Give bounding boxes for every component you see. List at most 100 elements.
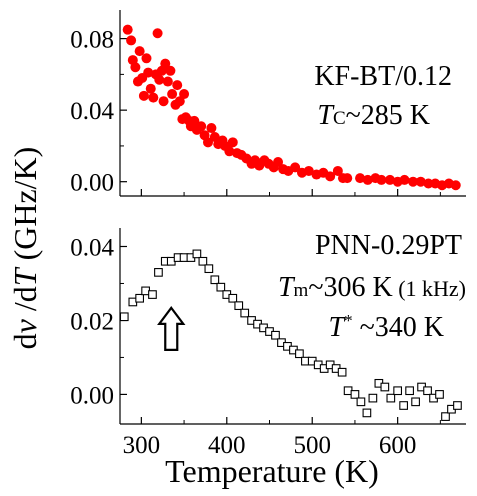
data-point bbox=[325, 171, 336, 182]
bottom-y-tick-label: 0.00 bbox=[70, 382, 114, 409]
ylabel-nu: ν bbox=[7, 318, 43, 333]
data-point bbox=[135, 293, 144, 303]
data-point bbox=[453, 401, 462, 410]
bottom-y-tick-label: 0.04 bbox=[70, 234, 114, 261]
bottom-y-tick-label: 0.02 bbox=[70, 308, 114, 335]
data-point bbox=[295, 349, 304, 359]
top-series-points bbox=[122, 24, 461, 191]
data-point bbox=[148, 290, 157, 299]
tstar-value: ~340 K bbox=[353, 312, 444, 343]
data-point bbox=[141, 53, 152, 64]
tm-value: ~306 K bbox=[308, 272, 392, 303]
data-point bbox=[408, 176, 419, 187]
data-point bbox=[350, 390, 360, 399]
top-panel: 0.00 0.04 0.08 KF-BT/0.12 TC~285 K bbox=[70, 10, 466, 197]
bottom-annotation-tm: Tm~306 K (1 kHz) bbox=[278, 272, 466, 303]
top-y-tick-labels: 0.00 0.04 0.08 bbox=[70, 27, 114, 197]
data-point bbox=[154, 74, 165, 85]
data-point bbox=[126, 35, 137, 46]
data-point bbox=[415, 176, 426, 187]
tc-value: ~285 K bbox=[346, 100, 430, 131]
data-point bbox=[138, 90, 149, 101]
tstar-superscript: * bbox=[344, 311, 353, 330]
ylabel-T: T bbox=[7, 266, 43, 286]
data-point bbox=[411, 397, 420, 407]
top-annotation-tc: TC~285 K bbox=[317, 100, 430, 131]
data-point bbox=[362, 408, 372, 418]
data-point bbox=[450, 180, 461, 191]
data-point bbox=[165, 65, 176, 76]
data-point bbox=[423, 178, 434, 189]
data-point bbox=[399, 401, 408, 410]
data-point bbox=[227, 137, 238, 148]
data-point bbox=[216, 282, 226, 292]
data-point bbox=[362, 174, 373, 185]
top-annotation-line1: KF-BT/0.12 bbox=[314, 61, 452, 92]
ylabel-units: (GHz/K) bbox=[7, 147, 43, 269]
data-point bbox=[303, 165, 314, 176]
data-point bbox=[423, 386, 432, 396]
data-point bbox=[386, 393, 396, 403]
y-axis-title: dν /dT (GHz/K) bbox=[7, 147, 43, 350]
data-point bbox=[198, 256, 208, 266]
data-point bbox=[271, 330, 280, 340]
data-point bbox=[290, 162, 301, 173]
data-point bbox=[405, 386, 414, 396]
tstar-symbol: T bbox=[329, 312, 347, 343]
top-y-ticks bbox=[120, 38, 127, 183]
data-point bbox=[273, 157, 284, 168]
bottom-annotation-tstar: T* ~340 K bbox=[329, 311, 444, 343]
data-point bbox=[399, 174, 410, 185]
data-point bbox=[337, 367, 347, 377]
data-point bbox=[152, 28, 163, 39]
top-y-tick-label: 0.00 bbox=[70, 170, 114, 197]
top-y-tick-label: 0.08 bbox=[70, 27, 114, 54]
x-tick-label: 500 bbox=[293, 432, 331, 459]
data-point bbox=[119, 312, 129, 322]
top-y-tick-label: 0.04 bbox=[70, 98, 114, 125]
arrow-shape bbox=[157, 306, 186, 351]
x-axis-title: Temperature (K) bbox=[165, 453, 379, 489]
tm-symbol: T bbox=[278, 272, 296, 303]
bottom-annotation-line1: PNN-0.29PT bbox=[315, 230, 462, 261]
data-point bbox=[130, 62, 141, 73]
data-point bbox=[196, 121, 207, 132]
tm-subscript: m bbox=[294, 280, 309, 301]
data-point bbox=[380, 382, 390, 392]
data-point bbox=[210, 275, 220, 285]
bottom-x-ticks bbox=[140, 417, 441, 424]
data-point bbox=[240, 308, 250, 318]
data-point bbox=[376, 174, 387, 185]
data-point bbox=[202, 137, 213, 148]
data-point bbox=[368, 393, 378, 403]
data-point bbox=[154, 268, 163, 277]
data-point bbox=[143, 67, 154, 78]
data-point bbox=[134, 46, 145, 57]
data-point bbox=[162, 76, 173, 87]
data-point bbox=[356, 397, 366, 407]
tm-frequency: (1 kHz) bbox=[393, 276, 466, 301]
data-point bbox=[435, 390, 444, 399]
x-tick-label: 300 bbox=[123, 432, 161, 459]
data-point bbox=[441, 412, 450, 421]
tc-symbol: T bbox=[317, 100, 335, 131]
data-point bbox=[167, 89, 178, 100]
bottom-series-points bbox=[119, 249, 462, 421]
data-point bbox=[145, 83, 156, 94]
data-point bbox=[393, 386, 403, 396]
top-x-ticks bbox=[140, 189, 441, 196]
data-point bbox=[148, 92, 159, 103]
data-point bbox=[355, 173, 366, 184]
data-point bbox=[342, 173, 353, 184]
data-point bbox=[234, 301, 244, 311]
ylabel-slash-d: /d bbox=[7, 286, 43, 319]
data-point bbox=[192, 249, 202, 259]
up-arrow-icon bbox=[157, 306, 186, 351]
tc-subscript: C bbox=[333, 108, 346, 129]
bottom-x-tick-labels: 300 400 500 600 bbox=[123, 432, 417, 459]
data-point bbox=[224, 146, 235, 157]
bottom-panel: 0.000.020.04 300 400 500 600 PNN-0.29PT Tm~… bbox=[70, 228, 466, 489]
data-point bbox=[179, 89, 190, 100]
data-point bbox=[172, 80, 183, 91]
